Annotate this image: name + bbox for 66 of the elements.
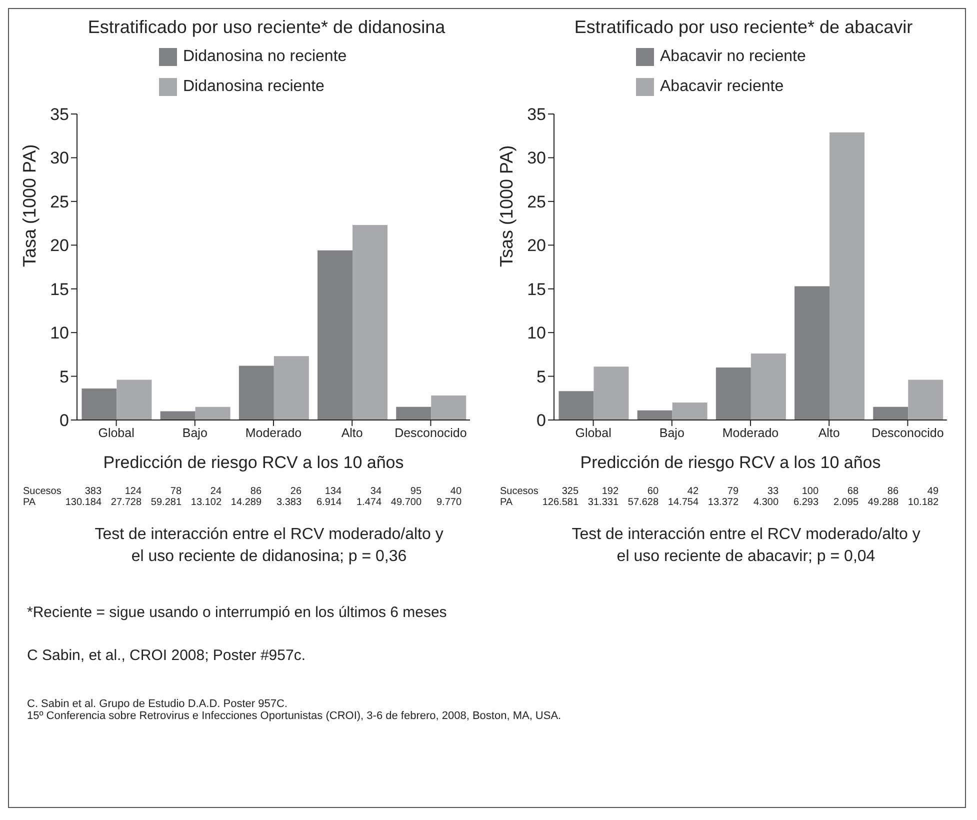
legend-label: Abacavir no reciente	[660, 48, 806, 66]
chart-title: Estratificado por uso reciente* de abacavir	[573, 17, 914, 38]
y-tick-label: 5	[536, 367, 546, 386]
text: C. Sabin et al. Grupo de Estudio D.A.D. Poster 957C.	[27, 698, 288, 710]
bar	[274, 356, 309, 420]
legend-label: Didanosina reciente	[183, 78, 324, 96]
text: PA 126.581 31.331 57.628 14.754 13.372 4.300 6.293 2.095 49.288 10.182	[500, 497, 939, 508]
x-tick-label: Desconocido	[872, 426, 944, 440]
bar	[318, 250, 353, 420]
bar	[637, 410, 672, 420]
bar	[873, 406, 908, 420]
bar	[116, 380, 152, 420]
bar	[352, 225, 388, 420]
x-tick-label: Alto	[818, 426, 840, 440]
y-tick-label: 25	[527, 192, 546, 212]
text: Test de interacción entre el RCV moderado/alto y el uso reciente de abacavir; p = 0,04	[570, 525, 922, 567]
y-tick-label: 10	[50, 324, 69, 343]
text: Sucesos 383 124 78 24 86 26 134 34 95 40	[23, 486, 462, 497]
y-tick-label: 35	[50, 105, 69, 124]
bar	[908, 380, 944, 420]
bar	[672, 402, 708, 420]
bar	[594, 366, 629, 420]
x-tick-label: Bajo	[182, 426, 208, 440]
y-tick-label: 0	[60, 411, 69, 430]
y-tick-label: 15	[50, 280, 69, 299]
bar	[558, 391, 594, 420]
y-tick-label: 5	[60, 367, 69, 386]
x-axis-title: Predicción de riesgo RCV a los 10 años	[103, 453, 404, 472]
bar	[195, 406, 230, 420]
x-tick-label: Bajo	[659, 426, 684, 440]
y-tick-label: 20	[50, 236, 69, 256]
y-axis-title: Tsas (1000 PA)	[496, 145, 516, 267]
y-tick-label: 30	[527, 148, 546, 168]
x-tick-label: Moderado	[722, 426, 779, 440]
text: C Sabin, et al., CROI 2008; Poster #957c.	[27, 647, 306, 664]
bar	[82, 388, 117, 420]
bar	[830, 132, 865, 420]
legend-label: Didanosina no reciente	[183, 48, 347, 66]
x-tick-label: Alto	[341, 426, 363, 440]
y-tick-label: 35	[527, 105, 546, 124]
x-tick-label: Moderado	[245, 426, 302, 440]
text: *Reciente = sigue usando o interrumpió en los últimos 6 meses	[27, 604, 448, 621]
x-tick-label: Global	[98, 426, 134, 440]
y-tick-label: 15	[527, 280, 546, 299]
bar	[431, 396, 466, 420]
y-axis-title: Tasa (1000 PA)	[19, 144, 40, 267]
y-tick-label: 25	[50, 192, 69, 212]
chart-title: Estratificado por uso reciente* de didanosina	[86, 17, 446, 38]
x-axis-title: Predicción de riesgo RCV a los 10 años	[580, 453, 881, 472]
bar	[160, 411, 196, 420]
y-tick-label: 10	[527, 324, 546, 343]
x-tick-label: Desconocido	[394, 426, 467, 440]
y-tick-label: 20	[527, 236, 546, 256]
text: Sucesos 325 192 60 42 79 33 100 68 86 49	[500, 486, 939, 497]
bar	[238, 366, 274, 420]
bar	[396, 406, 432, 420]
text: 15º Conferencia sobre Retrovirus e Infecciones Oportunistas (CROI), 3-6 de febrero, 2008, Boston, MA, USA.	[27, 710, 562, 722]
text: Test de interacción entre el RCV moderado/alto y el uso reciente de didanosina; p = 0,36	[94, 525, 444, 567]
y-tick-label: 0	[536, 411, 546, 430]
x-tick-label: Global	[575, 426, 612, 440]
text: PA 130.184 27.728 59.281 13.102 14.289 3.383 6.914 1.474 49.700 9.770	[23, 497, 462, 508]
bar	[750, 354, 786, 420]
bar	[794, 286, 830, 420]
y-tick-label: 30	[50, 148, 69, 168]
bar	[716, 368, 751, 420]
legend-label: Abacavir reciente	[660, 78, 784, 96]
